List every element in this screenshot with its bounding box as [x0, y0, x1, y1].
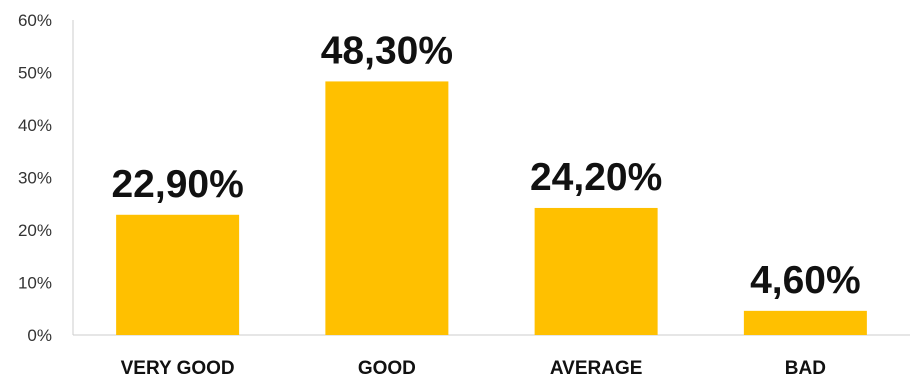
data-label: 4,60%	[750, 259, 861, 302]
bar-good	[325, 81, 449, 335]
bar-very-good	[116, 214, 240, 335]
category-label: VERY GOOD	[121, 358, 235, 379]
data-label: 24,20%	[530, 156, 662, 199]
y-tick-label: 10%	[18, 274, 52, 293]
y-tick-label: 40%	[18, 116, 52, 135]
y-axis-ticks: 0% 10% 20% 30% 40% 50% 60%	[18, 11, 52, 345]
category-label: GOOD	[358, 358, 416, 379]
category-label: AVERAGE	[550, 358, 643, 379]
data-label: 48,30%	[321, 29, 453, 72]
y-tick-label: 20%	[18, 221, 52, 240]
y-tick-label: 30%	[18, 169, 52, 188]
category-labels: VERY GOOD GOOD AVERAGE BAD	[121, 358, 826, 379]
y-tick-label: 60%	[18, 11, 52, 30]
bar-bad	[743, 310, 867, 335]
y-tick-label: 0%	[27, 326, 52, 345]
bar-average	[534, 207, 658, 335]
data-labels: 22,90% 48,30% 24,20% 4,60%	[111, 29, 860, 301]
category-label: BAD	[785, 358, 826, 379]
data-label: 22,90%	[111, 163, 243, 206]
bars	[116, 81, 867, 335]
y-tick-label: 50%	[18, 64, 52, 83]
